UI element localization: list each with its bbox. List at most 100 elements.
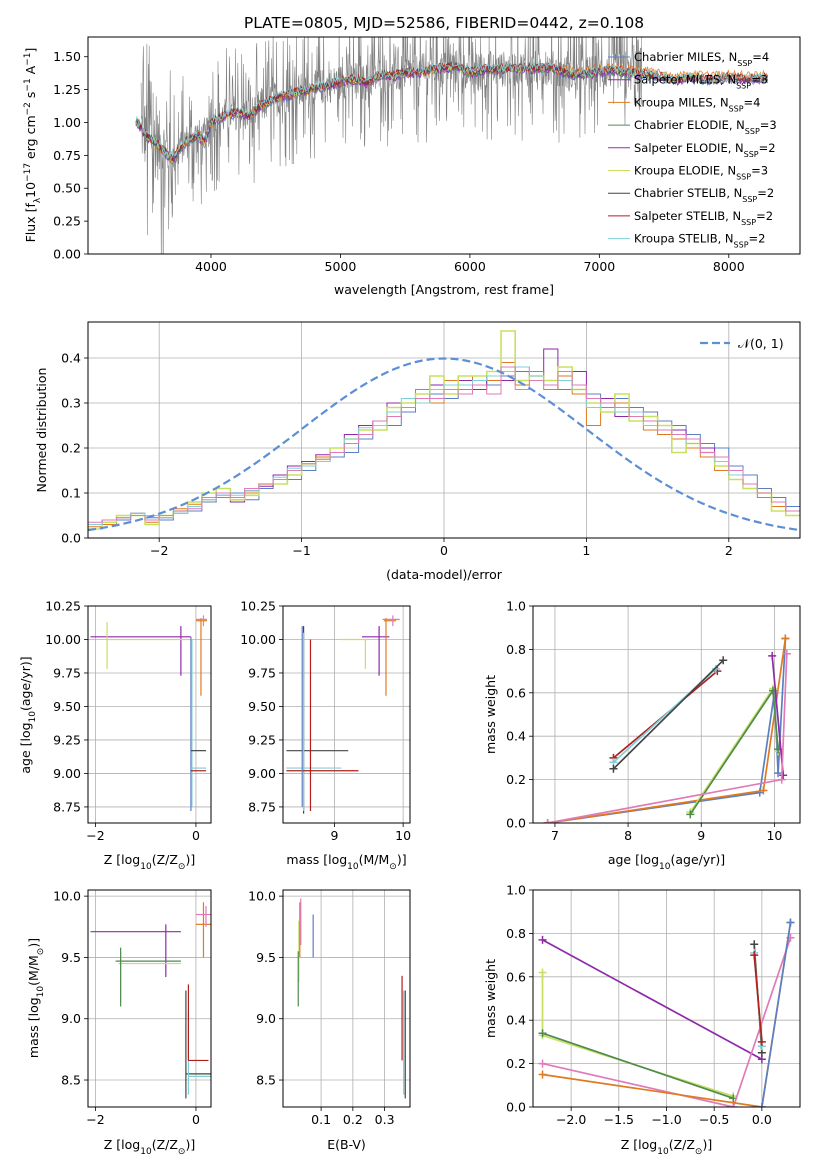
x-axis-label-part: )] — [185, 1137, 195, 1152]
y-tick-label: 0.2 — [61, 441, 81, 456]
y-axis-label-part: erg cm — [23, 115, 38, 163]
y-tick-label: 10.0 — [248, 889, 276, 904]
legend-label: 𝒩(0, 1) — [738, 336, 784, 351]
legend-name: Salpeter MILES, N — [634, 73, 736, 87]
weight-series-0 — [547, 638, 787, 823]
x-axis-label-part: Z [log — [104, 852, 140, 867]
x-tick-label: 0 — [192, 828, 200, 843]
y-tick-label: 9.75 — [248, 665, 276, 680]
y-tick-label: 9.25 — [53, 732, 81, 747]
weight-point — [774, 769, 783, 778]
axes-frame — [532, 605, 801, 824]
x-tick-label: 0.2 — [343, 1112, 363, 1127]
legend-value: =2 — [756, 209, 773, 223]
x-tick-label: −0.5 — [699, 1112, 729, 1127]
y-axis-label-part: −1 — [23, 78, 33, 91]
axes-frame — [87, 605, 212, 824]
axes-frame — [282, 889, 411, 1108]
y-axis-label: mass weight — [483, 675, 498, 754]
y-axis-label-part: (M/M — [26, 955, 41, 986]
y-tick-label: 0.8 — [506, 642, 526, 657]
x-axis-label-part: ⊙ — [389, 862, 397, 872]
x-tick-label: 5000 — [325, 259, 357, 274]
weight-series-3 — [542, 937, 792, 1107]
plot-area — [135, 37, 768, 254]
legend-value: =3 — [760, 118, 777, 132]
y-tick-label: 9.0 — [256, 1011, 276, 1026]
y-axis-label-part: s — [23, 92, 38, 103]
x-axis-label-part: (Z/Z — [669, 1137, 695, 1152]
x-tick-label: 0 — [192, 1112, 200, 1127]
legend-name: Salpeter ELODIE, N — [634, 141, 744, 155]
x-tick-label: −2 — [86, 1112, 104, 1127]
x-tick-label: 2 — [725, 543, 733, 558]
legend-label: Chabrier MILES, NSSP=4 — [634, 50, 769, 68]
y-tick-label: 0.75 — [53, 148, 81, 163]
legend-label: Salpeter MILES, NSSP=3 — [634, 73, 768, 91]
x-tick-label: 8 — [624, 828, 632, 843]
y-tick-label: 0.1 — [61, 486, 81, 501]
x-axis-label-part: age [log — [608, 852, 659, 867]
weight-point — [779, 771, 788, 780]
weight-series-5 — [761, 922, 792, 1107]
y-axis-label-part: ⊙ — [36, 948, 46, 956]
weight-point — [538, 1070, 547, 1079]
legend-value: =2 — [757, 186, 774, 200]
mass-vs-metallicity-panel: −2 08.59.09.510.0Z [log10(Z/Z⊙)]mass [log… — [26, 889, 212, 1157]
y-axis-label-part: 10 — [36, 986, 46, 998]
legend-name: Chabrier ELODIE, N — [634, 118, 745, 132]
y-tick-label: 0.6 — [506, 685, 526, 700]
legend-name: Kroupa STELIB, N — [634, 232, 734, 246]
x-axis-label-part: 10 — [347, 862, 359, 872]
x-tick-label: −2 — [150, 543, 168, 558]
legend-label: Chabrier STELIB, NSSP=2 — [634, 186, 774, 204]
x-tick-label: 9 — [331, 828, 339, 843]
x-tick-label: 6000 — [454, 259, 486, 274]
legend-value: =4 — [752, 50, 769, 64]
y-tick-label: 10.0 — [53, 889, 81, 904]
normal-curve — [88, 357, 800, 532]
plot-area — [286, 615, 400, 814]
x-tick-label: −2 — [86, 828, 104, 843]
y-tick-label: 0.2 — [506, 772, 526, 787]
legend-label: Kroupa ELODIE, NSSP=3 — [634, 164, 768, 182]
x-tick-label: 7 — [551, 828, 559, 843]
y-tick-label: 0.0 — [506, 816, 526, 831]
x-axis-label-part: Z [log — [104, 1137, 140, 1152]
x-axis-label-part: )] — [702, 1137, 712, 1152]
weight-point — [781, 634, 790, 643]
weight-vs-age-panel: 7 8 9 10 0.0 0.2 0.4 0.6 0.8 1.0 mass weight age [l… — [483, 599, 801, 872]
legend-sub: SSP — [745, 127, 760, 136]
residuals-panel: −2 −1 0 1 2 0.0 0.1 0.2 0.3 0.4 𝒩(0, 1) (data-model… — [34, 321, 801, 582]
y-tick-label: 1.0 — [506, 599, 526, 614]
y-tick-label: 1.0 — [506, 883, 526, 898]
weight-vs-metallicity-panel: −2.0 −1.5 −1.0 −0.5 0.0 0.0 0.2 0.4 0.6 0.8 1.0 mas… — [483, 883, 801, 1157]
legend-sub: SSP — [742, 195, 757, 204]
weight-point — [757, 1103, 766, 1107]
y-axis-label: age [log10(age/yr)] — [18, 656, 38, 773]
x-tick-label: −2.0 — [556, 1112, 586, 1127]
y-tick-label: 9.00 — [248, 766, 276, 781]
y-axis-label: Flux [fλ10−17 erg cm−2 s−1 A−1] — [23, 48, 43, 243]
model-spectrum-ks — [135, 61, 768, 160]
x-axis-label-part: Z [log — [621, 1137, 657, 1152]
x-tick-label: 10 — [395, 828, 411, 843]
x-tick-label: 1 — [582, 543, 590, 558]
axes-frame — [87, 889, 212, 1108]
y-tick-label: 10.25 — [240, 599, 276, 614]
plot-area — [297, 898, 406, 1099]
weight-point — [750, 940, 759, 949]
y-tick-label: 8.5 — [61, 1073, 81, 1088]
legend-value: =4 — [744, 95, 761, 109]
y-tick-label: 0.8 — [506, 926, 526, 941]
x-axis-label-part: (Z/Z — [152, 852, 178, 867]
y-tick-label: 0.6 — [506, 969, 526, 984]
y-axis-label-part: λ — [33, 197, 43, 203]
x-axis-label-part: ⊙ — [695, 1147, 703, 1157]
weight-point — [538, 1029, 547, 1038]
y-tick-label: 8.75 — [248, 799, 276, 814]
y-tick-label: 0.2 — [506, 1056, 526, 1071]
x-axis-label-part: 10 — [140, 1147, 152, 1157]
y-axis-label-part: 10 — [28, 711, 38, 723]
x-tick-label: −1.5 — [604, 1112, 634, 1127]
